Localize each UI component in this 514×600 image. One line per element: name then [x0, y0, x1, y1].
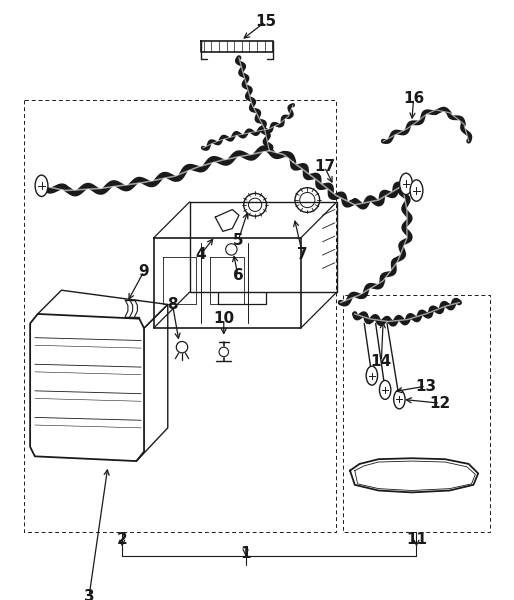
Circle shape: [219, 347, 229, 356]
Text: 2: 2: [117, 532, 127, 547]
Text: 11: 11: [406, 532, 427, 547]
Polygon shape: [350, 458, 478, 493]
Text: 3: 3: [84, 589, 94, 600]
Text: 17: 17: [314, 160, 335, 175]
Circle shape: [226, 244, 237, 255]
Circle shape: [176, 341, 188, 353]
Ellipse shape: [379, 380, 391, 400]
Text: 10: 10: [213, 311, 234, 326]
Text: 13: 13: [415, 379, 436, 394]
Text: 8: 8: [167, 297, 178, 312]
Text: 7: 7: [297, 247, 308, 262]
Text: 14: 14: [371, 354, 392, 369]
Text: 6: 6: [233, 268, 244, 283]
Ellipse shape: [410, 180, 423, 201]
Text: 1: 1: [241, 545, 251, 560]
Text: 5: 5: [233, 233, 243, 248]
Text: 15: 15: [255, 14, 276, 29]
Ellipse shape: [394, 390, 405, 409]
Text: 4: 4: [196, 247, 206, 262]
Text: 16: 16: [403, 91, 424, 106]
Text: 9: 9: [139, 264, 150, 279]
Ellipse shape: [399, 173, 412, 194]
Ellipse shape: [366, 366, 378, 385]
Ellipse shape: [35, 175, 48, 196]
Text: 12: 12: [430, 395, 451, 410]
